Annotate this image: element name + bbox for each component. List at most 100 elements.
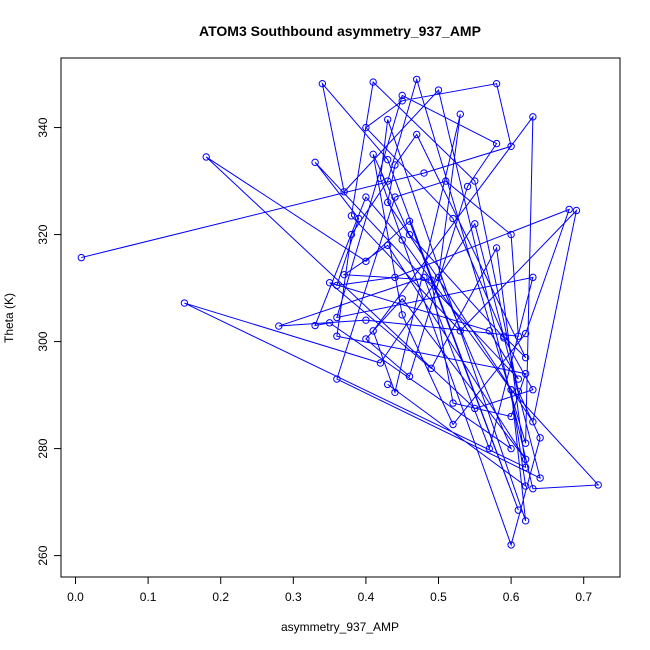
data-point	[398, 295, 406, 303]
data-point	[492, 244, 501, 252]
data-point	[202, 153, 210, 161]
data-point	[536, 474, 544, 482]
x-axis-label: asymmetry_937_AMP	[281, 620, 399, 634]
x-tick-label: 0.1	[140, 590, 157, 604]
data-point	[463, 182, 472, 191]
chart-title: ATOM3 Southbound asymmetry_937_AMP	[199, 23, 481, 39]
data-point	[347, 230, 356, 239]
data-point	[485, 327, 494, 335]
data-point	[507, 541, 515, 549]
data-point	[500, 334, 508, 342]
data-point	[420, 273, 428, 282]
data-point	[413, 75, 421, 84]
data-point	[77, 253, 86, 262]
data-point	[456, 327, 464, 335]
data-point	[507, 412, 515, 421]
y-tick-label: 300	[36, 331, 50, 351]
data-point	[420, 169, 428, 177]
data-point	[529, 273, 537, 282]
data-point	[405, 372, 414, 381]
x-tick-label: 0.5	[430, 590, 447, 604]
data-point	[492, 139, 501, 148]
data-point	[507, 444, 515, 453]
data-point	[398, 97, 406, 105]
data-point	[347, 212, 356, 220]
data-point	[507, 142, 515, 150]
x-tick-label: 0.6	[503, 590, 520, 604]
data-point	[391, 161, 399, 169]
data-point	[362, 335, 370, 343]
x-tick-label: 0.4	[358, 590, 375, 604]
data-point	[325, 319, 334, 327]
data-point	[369, 150, 377, 159]
data-point	[383, 241, 392, 249]
data-point	[529, 113, 537, 121]
data-point	[507, 386, 515, 394]
data-point	[572, 206, 581, 215]
data-point	[471, 404, 479, 413]
data-point	[180, 299, 189, 307]
data-point	[333, 332, 341, 340]
x-tick-label: 0.0	[67, 590, 84, 604]
data-point	[471, 177, 479, 185]
data-point	[333, 313, 341, 322]
data-point	[362, 316, 370, 324]
data-point	[449, 399, 457, 407]
data-point	[514, 375, 523, 383]
data-point	[383, 115, 392, 124]
data-point	[405, 217, 414, 225]
series-line	[81, 77, 600, 547]
data-point	[383, 198, 392, 207]
y-tick-label: 260	[36, 545, 50, 565]
data-point	[362, 193, 370, 201]
data-point	[376, 174, 385, 183]
data-point	[383, 380, 392, 389]
data-point	[456, 110, 464, 118]
y-axis-label: Theta (K)	[2, 293, 16, 343]
data-point	[565, 205, 573, 214]
y-tick-label: 280	[36, 438, 50, 458]
x-tick-label: 0.7	[575, 590, 592, 604]
x-tick-label: 0.2	[212, 590, 229, 604]
y-axis: 260 280 300 320 340	[36, 117, 62, 566]
data-point	[318, 79, 327, 88]
data-point	[427, 364, 435, 373]
data-point	[594, 481, 602, 489]
data-point	[325, 279, 334, 287]
series-layer	[77, 75, 602, 549]
data-point	[521, 463, 530, 472]
data-point	[362, 123, 370, 132]
y-tick-label: 320	[36, 224, 50, 244]
data-point	[369, 327, 377, 335]
data-point	[333, 281, 341, 290]
data-point	[514, 506, 523, 514]
data-point	[536, 434, 544, 442]
data-point	[521, 482, 530, 490]
data-point	[514, 332, 523, 340]
data-point	[405, 230, 414, 239]
data-point	[398, 236, 406, 244]
data-point	[521, 439, 530, 447]
data-point	[449, 214, 457, 223]
data-point	[362, 257, 370, 266]
data-point	[369, 78, 377, 86]
data-point	[434, 273, 443, 282]
data-point	[492, 79, 501, 88]
data-point	[413, 130, 421, 139]
data-point	[521, 517, 530, 525]
x-axis: 0.0 0.1 0.2 0.3 0.4 0.5 0.6 0.7	[67, 576, 592, 604]
data-point	[383, 155, 392, 164]
data-point	[398, 311, 406, 319]
y-tick-label: 340	[36, 117, 50, 137]
data-point	[333, 375, 341, 383]
data-point	[383, 177, 392, 185]
data-point	[340, 270, 348, 279]
data-point	[311, 321, 319, 330]
data-point	[376, 359, 385, 367]
data-point	[275, 322, 283, 330]
data-point	[340, 188, 348, 196]
data-point	[391, 388, 399, 397]
data-point	[529, 418, 537, 426]
data-point	[521, 455, 530, 463]
